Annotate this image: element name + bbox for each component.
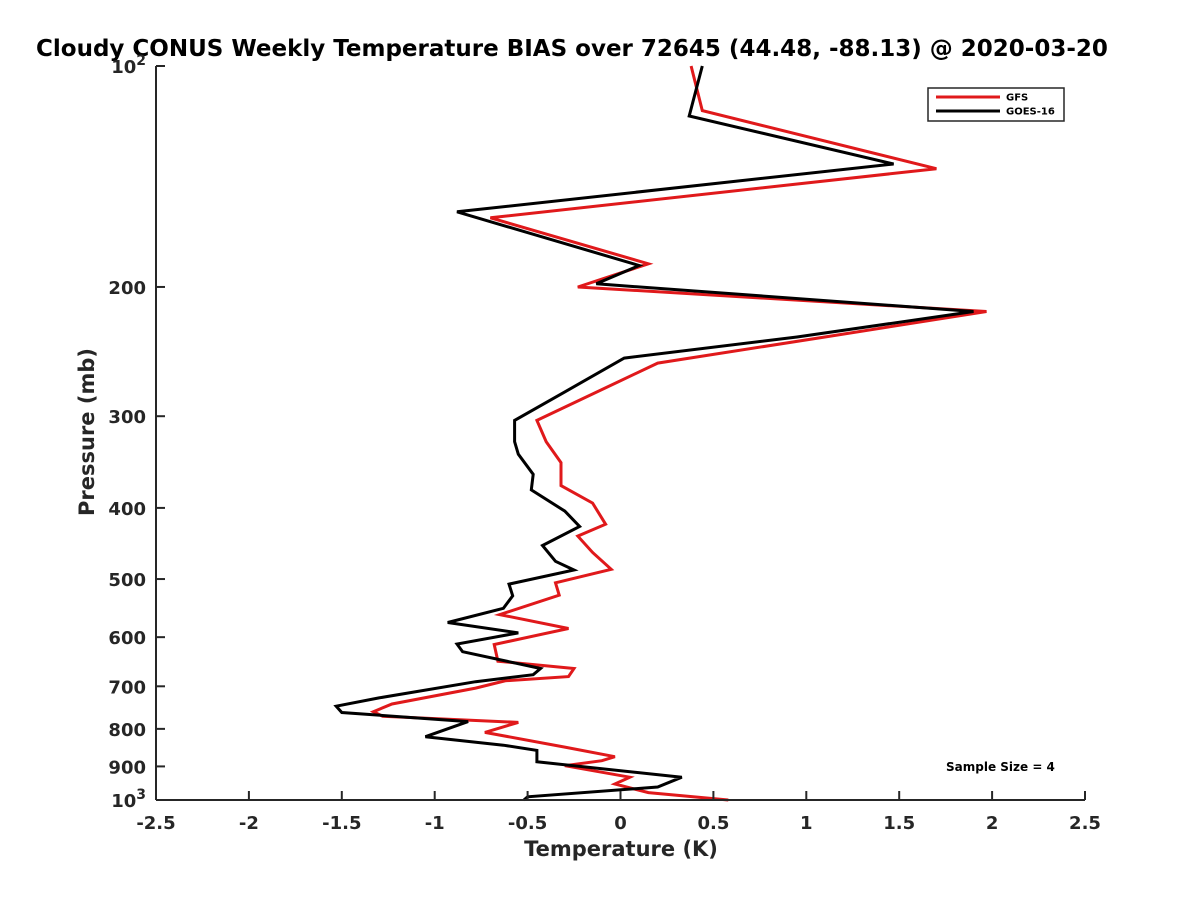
y-tick-label: 700 xyxy=(108,677,146,698)
legend-entry: GFS xyxy=(1006,93,1028,104)
y-tick-label: 800 xyxy=(108,720,146,741)
axes-layer: -2.5 -2 -1.5 -1 -0.5 0 0.5 1 1.5 2 2.5 102 200 300 400… xyxy=(108,53,1101,834)
legend-box xyxy=(927,87,1065,122)
series-line-goes-16 xyxy=(333,65,974,802)
x-tick-label: -0.5 xyxy=(508,813,547,834)
series-line-gfs xyxy=(369,65,987,802)
x-tick-label: 2.5 xyxy=(1069,813,1101,834)
series-layer xyxy=(333,65,987,802)
x-tick-label: 1.5 xyxy=(883,813,915,834)
x-tick-label: 2 xyxy=(986,813,999,834)
y-tick-label: 300 xyxy=(108,407,146,428)
y-tick-label: 103 xyxy=(111,787,146,812)
chart-title: Cloudy CONUS Weekly Temperature BIAS ove… xyxy=(36,36,1108,62)
y-tick-label: 900 xyxy=(108,757,146,778)
y-tick-label: 600 xyxy=(108,628,146,649)
y-tick-label: 102 xyxy=(111,53,146,78)
x-tick-label: 0 xyxy=(614,813,627,834)
x-tick-label: 1 xyxy=(800,813,813,834)
y-axis-label: Pressure (mb) xyxy=(75,348,99,516)
x-tick-label: -1.5 xyxy=(322,813,361,834)
x-tick-label: 0.5 xyxy=(697,813,729,834)
x-tick-label: -1 xyxy=(425,813,445,834)
x-tick-label: -2 xyxy=(239,813,259,834)
legend-entry: GOES-16 xyxy=(1006,107,1055,118)
y-tick-label: 400 xyxy=(108,499,146,520)
x-tick-label: -2.5 xyxy=(136,813,175,834)
x-axis-label: Temperature (K) xyxy=(524,837,718,861)
legend: GFS GOES-16 xyxy=(927,87,1065,122)
sample-size-annotation: Sample Size = 4 xyxy=(946,760,1055,774)
y-tick-label: 500 xyxy=(108,570,146,591)
y-tick-label: 200 xyxy=(108,278,146,299)
